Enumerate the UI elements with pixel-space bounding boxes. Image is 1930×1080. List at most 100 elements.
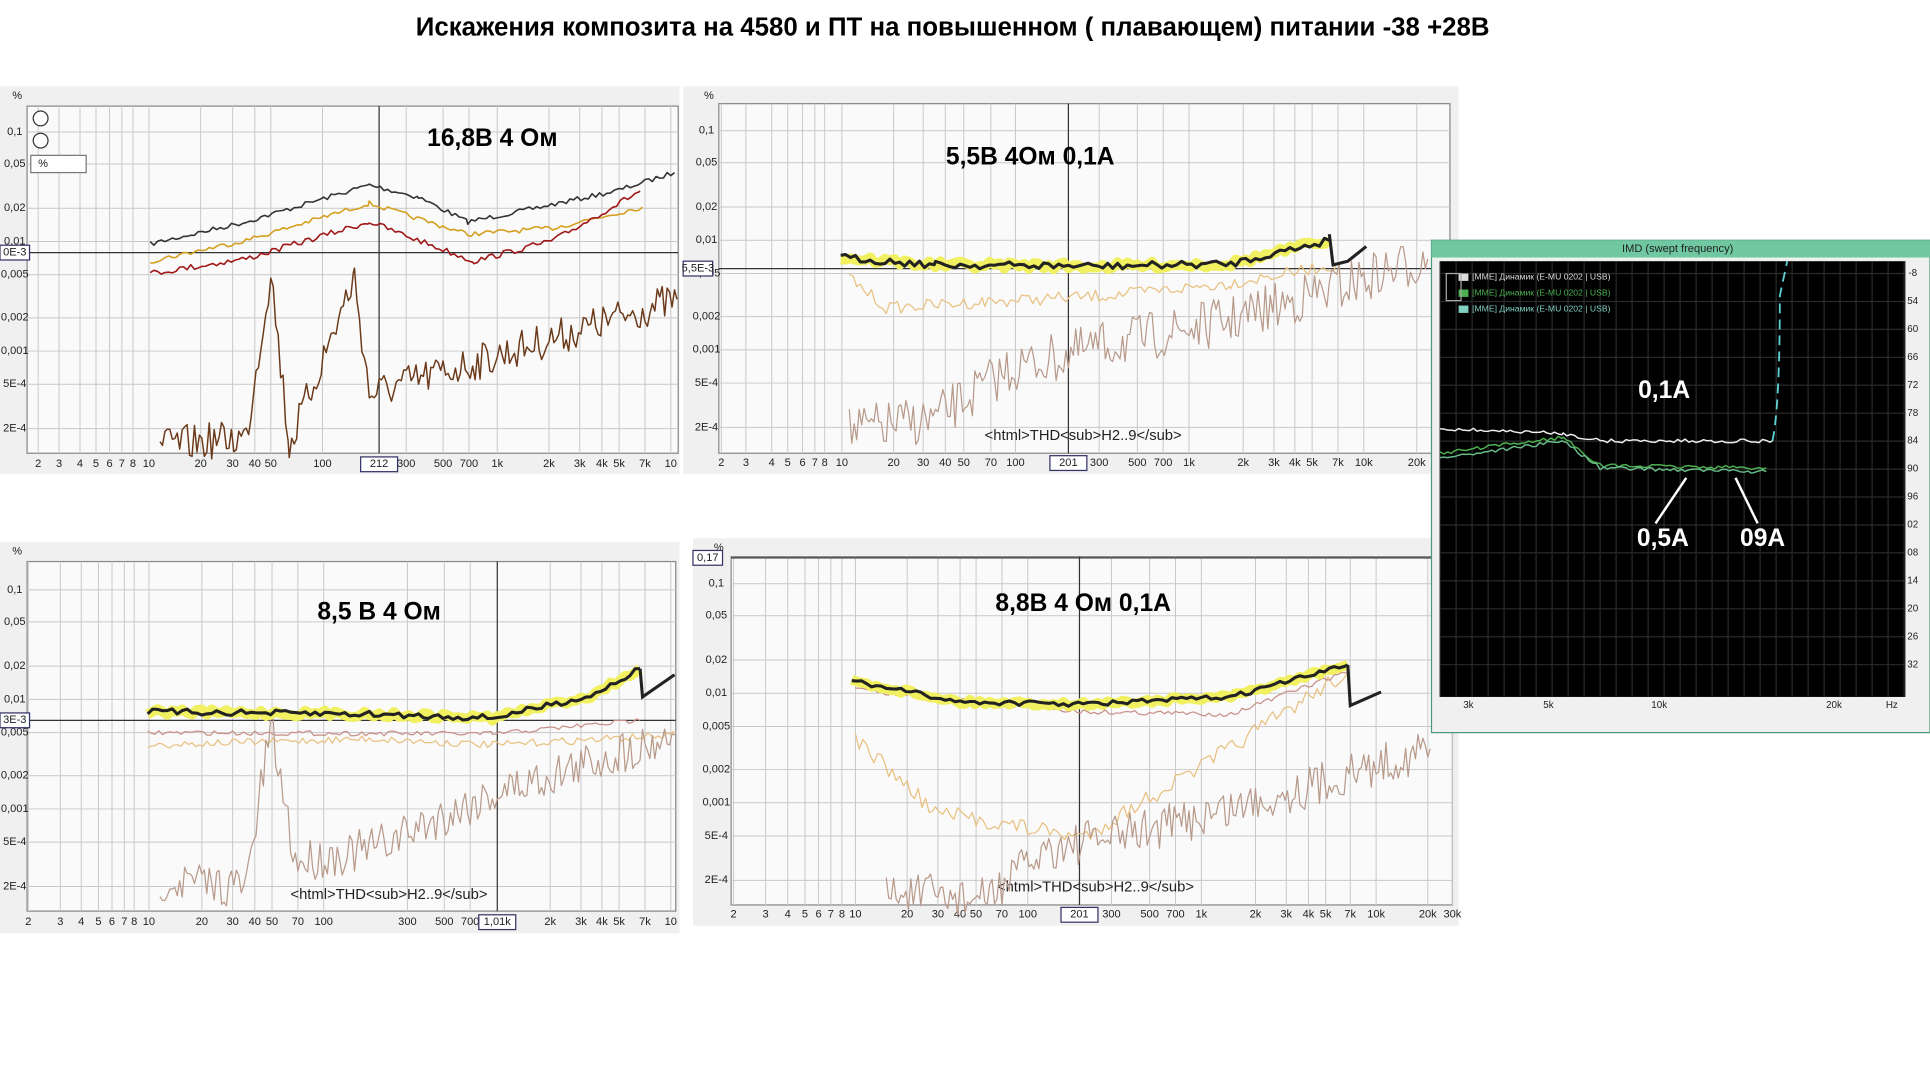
x-tick-label: 3k (1268, 457, 1280, 469)
plot-area (718, 103, 1451, 454)
legend-text: [MME] Динамик (E-MU 0202 | USB) (1472, 303, 1610, 313)
zoom-in[interactable] (32, 110, 49, 127)
x-tick-label: 6 (106, 458, 112, 470)
y-tick-label: 0,05 (4, 158, 26, 170)
cursor-y-label: 0E-3 (3, 247, 26, 259)
y-tick-label: 2E-4 (695, 421, 718, 433)
unit-select[interactable] (30, 154, 87, 174)
curve (1439, 435, 1767, 471)
y-tick-label: 72 (1907, 380, 1918, 391)
curve (854, 670, 1349, 841)
y-tick-label: 2E-4 (705, 874, 728, 886)
x-tick-label: 30 (917, 457, 929, 469)
x-tick-label: 40 (939, 457, 951, 469)
y-tick-label: 0,02 (4, 660, 26, 672)
cursor-y-box (0, 712, 31, 729)
y-tick-label: 0,02 (4, 202, 26, 214)
x-tick-label: 700 (1154, 457, 1172, 469)
x-tick-label: 4k (1289, 457, 1301, 469)
y-tick-label: 96 (1907, 492, 1918, 503)
legend-swatch (1458, 305, 1469, 313)
x-tick-label: 20 (196, 916, 208, 928)
y-tick-label: 0,002 (1, 312, 29, 324)
x-tick-label: 2k (1237, 457, 1249, 469)
x-tick-label: 5 (95, 916, 101, 928)
y-tick-label: 02 (1907, 520, 1918, 531)
rew-panel: 2 3 4 5 6 7 8 10 20 30 40 50 100 300 500 700 1k 2k 3k 4k 5k 7… (0, 86, 680, 475)
pointer (1734, 477, 1759, 524)
x-tick-label: 7k (639, 458, 651, 470)
y-tick-label: 0,05 (4, 616, 26, 628)
x-tick-label: 8 (130, 458, 136, 470)
zoom-out[interactable] (32, 132, 49, 149)
x-tick-label: 40 (249, 458, 261, 470)
x-tick-label: 20 (194, 458, 206, 470)
x-tick-label: 50 (958, 457, 970, 469)
x-tick-label: 300 (397, 458, 415, 470)
y-tick-label: 08 (1907, 548, 1918, 559)
curve (149, 190, 641, 275)
curve (159, 716, 675, 907)
x-tick-label: Hz (1886, 700, 1898, 711)
legend-text: <html>THD<sub>H2..9</sub> (997, 880, 1194, 896)
panel-label: 8,5 В 4 Ом (317, 599, 441, 626)
pointer (1654, 477, 1688, 525)
curve (146, 667, 641, 722)
x-tick-label: 100 (313, 458, 331, 470)
legend-text: <html>THD<sub>H2..9</sub> (985, 428, 1182, 444)
window-titlebar (1431, 240, 1930, 258)
x-tick-label: 5k (1306, 457, 1318, 469)
cursor-x-label: 212 (370, 458, 388, 470)
cursor-x-label: 1,01k (484, 916, 512, 928)
x-tick-label: 10k (1355, 457, 1373, 469)
cursor-x-box (1060, 906, 1099, 923)
y-tick-label: 0,01 (706, 687, 728, 699)
y-unit: % (714, 542, 724, 554)
x-tick-label: 700 (1166, 909, 1184, 921)
cursor-x-label: 201 (1070, 909, 1088, 921)
x-tick-label: 10 (665, 916, 677, 928)
x-tick-label: 5k (1543, 700, 1553, 711)
x-tick-label: 10 (849, 909, 861, 921)
x-tick-label: 100 (1006, 457, 1024, 469)
cursor-x-box (360, 456, 399, 473)
curve (1327, 233, 1368, 267)
legend-button[interactable] (1445, 272, 1462, 302)
y-tick-label: 0,01 (4, 235, 26, 247)
x-tick-label: 30 (226, 916, 238, 928)
x-tick-label: 5k (613, 458, 625, 470)
x-tick-label: 70 (985, 457, 997, 469)
curve (149, 171, 676, 247)
x-tick-label: 50 (970, 909, 982, 921)
curve (1440, 427, 1773, 444)
y-tick-label: 0,05 (696, 157, 718, 169)
x-tick-label: 3k (574, 458, 586, 470)
x-tick-label: 10 (143, 458, 155, 470)
x-tick-label: 1k (1195, 909, 1207, 921)
x-tick-label: 700 (461, 916, 479, 928)
x-tick-label: 3k (1280, 909, 1292, 921)
y-tick-label: 2E-4 (3, 423, 26, 435)
x-tick-label: 3 (56, 458, 62, 470)
x-tick-label: 5k (613, 916, 625, 928)
x-tick-label: 8 (131, 916, 137, 928)
y-tick-label: 90 (1907, 464, 1918, 475)
y-tick-label: 0,002 (693, 311, 721, 323)
curve (159, 267, 678, 460)
x-tick-label: 40 (249, 916, 261, 928)
x-tick-label: 4 (78, 916, 84, 928)
annotation: 0,1A (1638, 377, 1690, 404)
x-tick-label: 5 (802, 909, 808, 921)
unit-select-value: % (38, 158, 48, 170)
plot-area (1440, 261, 1906, 697)
curve (885, 733, 1431, 916)
x-tick-label: 10 (143, 916, 155, 928)
y-tick-label: 0,001 (703, 797, 731, 809)
x-tick-label: 2 (35, 458, 41, 470)
x-tick-label: 4k (596, 458, 608, 470)
x-tick-label: 2 (718, 457, 724, 469)
x-tick-label: 500 (1140, 909, 1158, 921)
curve (150, 200, 644, 264)
x-tick-label: 4k (1303, 909, 1315, 921)
window-title: IMD (swept frequency) (1622, 243, 1733, 255)
